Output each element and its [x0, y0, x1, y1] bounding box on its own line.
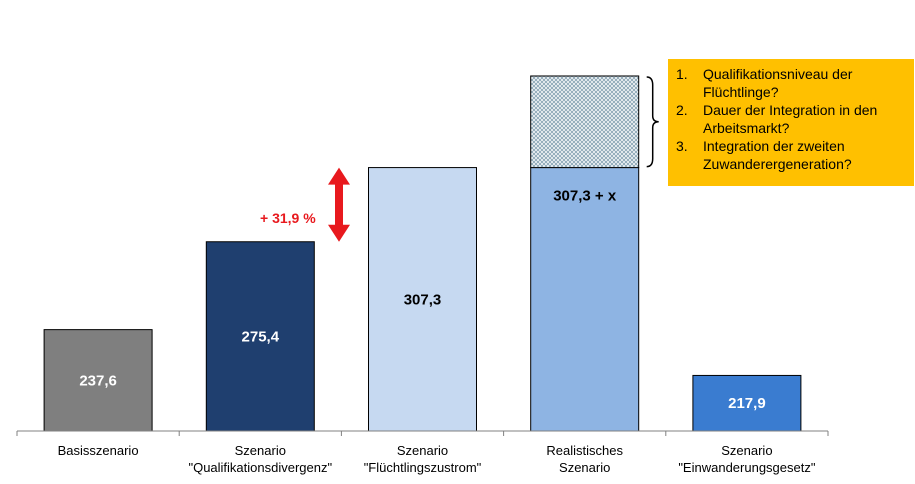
category-labels: Basisszenario Szenario "Qualifikationsdive… [58, 443, 816, 475]
question-item-2: 2. Dauer der Integration in den Arbeitsma… [676, 101, 908, 137]
bars-group: 237,6 275,4 307,3 307,3 + x 217,9 [43, 75, 802, 432]
bar-value-label-1: 237,6 [79, 372, 117, 389]
annotations [328, 76, 659, 242]
curly-brace [646, 76, 659, 168]
delta-label: + 31,9 % [260, 210, 316, 226]
bar-3 [368, 167, 477, 432]
category-label-2-line-2: "Qualifikationsdivergenz" [188, 460, 332, 475]
category-label-5-line-2: "Einwanderungsgesetz" [678, 460, 816, 475]
category-label-3-line-2: "Flüchtlingszustrom" [364, 460, 482, 475]
questions-callout: 1. Qualifikationsniveau der Flüchtlinge? … [668, 59, 914, 186]
question-number-1: 1. [676, 66, 688, 82]
question-text-1: Qualifikationsniveau der Flüchtlinge? [703, 66, 853, 100]
category-label-5-line-1: Szenario [721, 443, 772, 458]
question-item-3: 3. Integration der zweiten Zuwanderergene… [676, 137, 908, 173]
bar-4 [530, 167, 640, 432]
question-item-1: 1. Qualifikationsniveau der Flüchtlinge? [676, 65, 908, 101]
bar-5 [692, 374, 802, 432]
bar-4-uncertainty-segment [530, 75, 640, 169]
category-label-4-line-1: Realistisches [546, 443, 623, 458]
question-text-2: Dauer der Integration in den Arbeitsmark… [703, 102, 878, 136]
question-text-3: Integration der zweiten Zuwanderergenera… [703, 138, 852, 172]
category-label-1-line-1: Basisszenario [58, 443, 139, 458]
question-number-3: 3. [676, 138, 688, 154]
question-number-2: 2. [676, 102, 688, 118]
bar-value-label-4: 307,3 + x [553, 188, 617, 205]
delta-double-arrow [328, 167, 350, 242]
bar-value-label-2: 275,4 [242, 328, 280, 345]
bar-2 [205, 241, 315, 432]
x-axis [16, 430, 829, 436]
bar-1 [43, 329, 153, 432]
category-label-4-line-2: Szenario [559, 460, 610, 475]
questions-list: 1. Qualifikationsniveau der Flüchtlinge? … [676, 65, 908, 173]
category-label-3-line-1: Szenario [397, 443, 448, 458]
category-label-2-line-1: Szenario [235, 443, 286, 458]
bar-value-label-5: 217,9 [728, 395, 766, 412]
bar-value-label-3: 307,3 [404, 291, 442, 308]
